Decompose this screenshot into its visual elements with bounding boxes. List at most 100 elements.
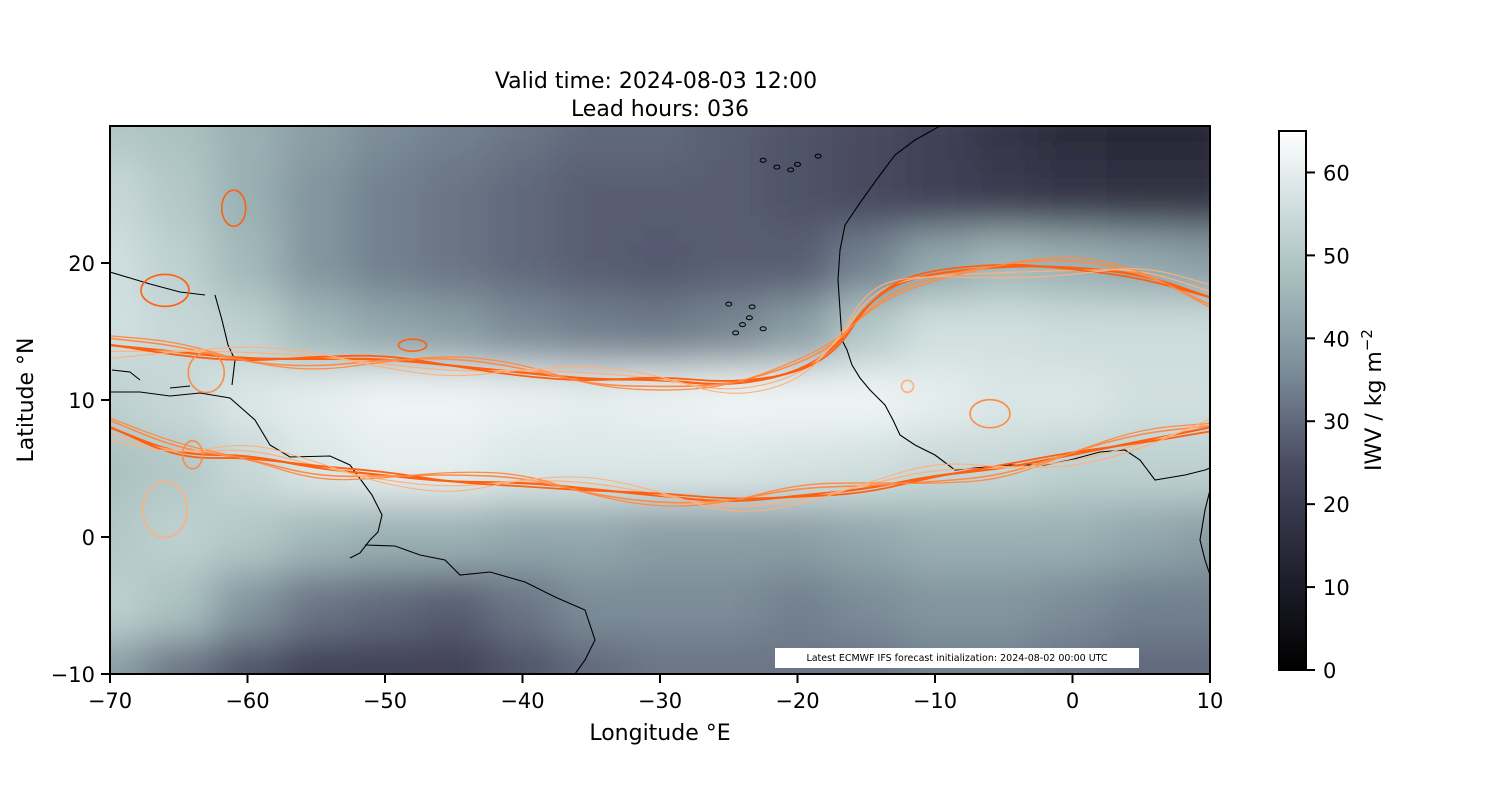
iwv-cell bbox=[488, 571, 558, 641]
iwv-cell bbox=[556, 228, 627, 299]
iwv-cell bbox=[1106, 228, 1177, 299]
iwv-cell bbox=[350, 502, 421, 573]
iwv-cell bbox=[625, 297, 696, 367]
iwv-cell bbox=[969, 160, 1040, 230]
colorbar-ticks: 0 10 20 30 40 50 60 bbox=[1306, 161, 1350, 683]
x-axis: −70 −60 −50 −40 −30 −20 −10 0 10 bbox=[88, 674, 1223, 713]
iwv-cell bbox=[1106, 571, 1177, 641]
iwv-cell bbox=[1175, 571, 1210, 641]
iwv-cell bbox=[281, 126, 352, 162]
iwv-cell bbox=[831, 160, 902, 230]
ivt-contour-north-edge bbox=[110, 268, 1210, 394]
iwv-cell bbox=[213, 228, 283, 299]
iwv-cell bbox=[831, 571, 902, 641]
iwv-cell bbox=[900, 571, 971, 641]
iwv-cell bbox=[1038, 160, 1108, 230]
iwv-cell bbox=[831, 126, 902, 162]
ivt-contour-blob bbox=[900, 379, 915, 394]
iwv-field bbox=[110, 126, 1210, 674]
iwv-cell bbox=[1038, 297, 1108, 367]
iwv-cell bbox=[1175, 126, 1210, 162]
ivt-contour-south-edge bbox=[110, 421, 1210, 507]
colorbar-label-main: IWV / kg m bbox=[1362, 351, 1387, 471]
iwv-cell bbox=[110, 571, 146, 641]
iwv-cell bbox=[831, 365, 902, 436]
iwv-cell bbox=[625, 502, 696, 573]
y-axis-label: Latitude °N bbox=[14, 338, 39, 463]
iwv-cell bbox=[110, 639, 146, 674]
iwv-cell bbox=[625, 228, 696, 299]
island bbox=[745, 315, 753, 321]
iwv-cell bbox=[419, 434, 490, 504]
y-tick-label: 10 bbox=[68, 389, 95, 413]
colorbar: 0 10 20 30 40 50 60 IWV / kg m−2 bbox=[1278, 130, 1387, 683]
x-axis-label: Longitude °E bbox=[589, 721, 730, 746]
ivt-contour-blob bbox=[187, 351, 226, 394]
iwv-cell bbox=[213, 365, 283, 436]
colorbar-label: IWV / kg m−2 bbox=[1358, 329, 1387, 471]
ivt-contour-blob bbox=[181, 439, 204, 470]
iwv-cell bbox=[1038, 126, 1108, 162]
coastline-africa-gulf bbox=[1199, 489, 1210, 576]
iwv-cell bbox=[144, 160, 215, 230]
islands bbox=[725, 153, 822, 336]
iwv-cell bbox=[694, 365, 765, 436]
ivt-contour-blob bbox=[220, 189, 247, 227]
y-tick-label: 20 bbox=[68, 252, 95, 276]
island bbox=[759, 326, 767, 332]
iwv-cell bbox=[694, 571, 765, 641]
iwv-cell bbox=[419, 126, 490, 162]
island bbox=[739, 322, 746, 328]
iwv-cell bbox=[144, 639, 215, 674]
iwv-cell bbox=[281, 502, 352, 573]
iwv-cell bbox=[419, 297, 490, 367]
y-tick-label: 0 bbox=[82, 526, 95, 550]
iwv-cell bbox=[213, 639, 283, 674]
ivt-contour-blob bbox=[140, 273, 190, 308]
iwv-cell bbox=[900, 502, 971, 573]
ivt-contour-blob bbox=[142, 480, 188, 539]
iwv-cell bbox=[969, 297, 1040, 367]
iwv-cell bbox=[281, 160, 352, 230]
iwv-cell bbox=[625, 160, 696, 230]
iwv-cell bbox=[281, 571, 352, 641]
iwv-cell bbox=[350, 126, 421, 162]
ivt-contour-north-edge bbox=[110, 263, 1210, 382]
colorbar-tick-label: 30 bbox=[1323, 410, 1350, 434]
colorbar-tick-label: 0 bbox=[1323, 659, 1336, 683]
iwv-cell bbox=[419, 571, 490, 641]
iwv-cell bbox=[1175, 434, 1210, 504]
iwv-cell bbox=[969, 228, 1040, 299]
island bbox=[725, 301, 733, 307]
coastline-south-america bbox=[110, 391, 596, 674]
iwv-cell bbox=[488, 639, 558, 674]
iwv-cell bbox=[144, 502, 215, 573]
iwv-cell bbox=[556, 160, 627, 230]
colorbar-tick-label: 10 bbox=[1323, 576, 1350, 600]
iwv-cell bbox=[694, 228, 765, 299]
iwv-cell bbox=[694, 639, 765, 674]
x-tick-label: −10 bbox=[913, 689, 957, 713]
iwv-cell bbox=[900, 297, 971, 367]
ivt-contour-south-edge bbox=[110, 418, 1210, 512]
iwv-cell bbox=[110, 126, 146, 162]
iwv-cell bbox=[1038, 502, 1108, 573]
iwv-cell bbox=[1175, 639, 1210, 674]
iwv-cell bbox=[1106, 502, 1177, 573]
iwv-cell bbox=[144, 228, 215, 299]
x-tick-label: −70 bbox=[88, 689, 132, 713]
island bbox=[732, 330, 740, 336]
x-tick-label: 0 bbox=[1066, 689, 1079, 713]
iwv-cell bbox=[694, 160, 765, 230]
iwv-cell bbox=[1106, 297, 1177, 367]
iwv-cell bbox=[1038, 571, 1108, 641]
island bbox=[773, 164, 781, 170]
iwv-cell bbox=[556, 126, 627, 162]
iwv-cell bbox=[419, 160, 490, 230]
iwv-cell bbox=[1175, 297, 1210, 367]
iwv-cell bbox=[763, 160, 833, 230]
iwv-cell bbox=[763, 502, 833, 573]
iwv-cell bbox=[1106, 160, 1177, 230]
iwv-cell bbox=[694, 502, 765, 573]
iwv-cell bbox=[900, 365, 971, 436]
